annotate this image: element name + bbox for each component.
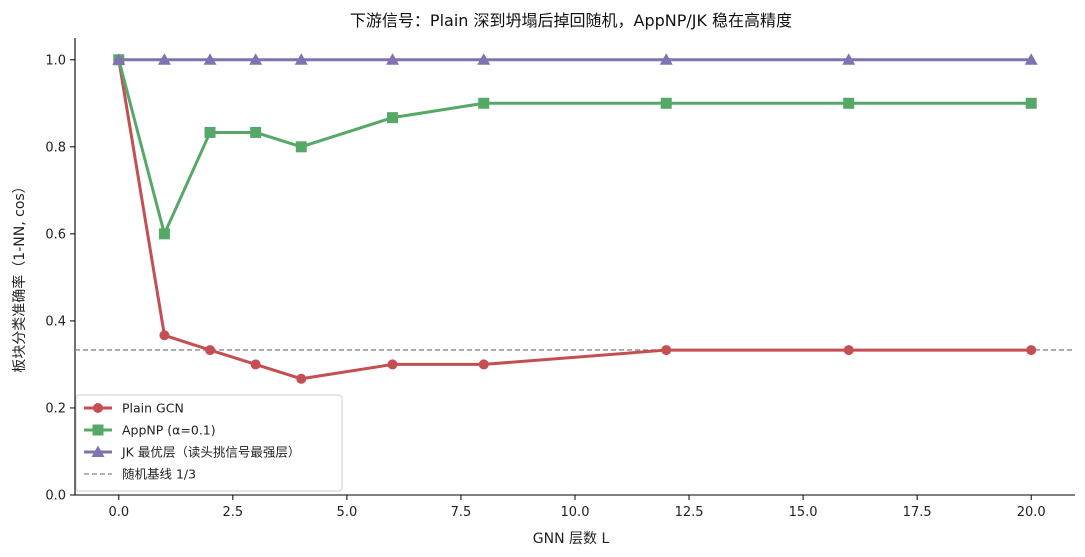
x-tick-label: 12.5 — [675, 505, 704, 520]
x-tick-label: 17.5 — [903, 505, 932, 520]
x-tick-label: 5.0 — [337, 505, 358, 520]
legend-marker-0 — [93, 403, 103, 413]
legend-marker-2 — [91, 445, 105, 457]
x-tick-label: 15.0 — [789, 505, 818, 520]
series-1-point — [843, 97, 855, 109]
series-2-point — [477, 53, 491, 65]
series-2-point — [842, 53, 856, 65]
y-tick-label: 0.2 — [45, 401, 66, 416]
series-0-point — [661, 345, 672, 356]
x-tick-label: 7.5 — [451, 505, 472, 520]
series-2-point — [659, 53, 673, 65]
series-1-point — [387, 112, 399, 124]
series-1-point — [295, 141, 307, 153]
x-tick-label: 20.0 — [1017, 505, 1046, 520]
x-tick-label: 10.0 — [561, 505, 590, 520]
series-1-point — [1025, 97, 1037, 109]
series-0-point — [1026, 345, 1037, 356]
series-1-point — [478, 97, 490, 109]
x-tick-label: 2.5 — [223, 505, 244, 520]
series-2-point — [294, 53, 308, 65]
series-2-point — [386, 53, 400, 65]
series-1-point — [158, 228, 170, 240]
series-0-point — [843, 345, 854, 356]
series-line-1 — [117, 59, 1032, 236]
y-tick-label: 0.6 — [45, 227, 66, 242]
series-2-point — [249, 53, 263, 65]
y-axis-label: 板块分类准确率（1-NN, cos） — [11, 179, 28, 372]
y-tick-label: 0.0 — [45, 489, 66, 504]
series-1-point — [660, 97, 672, 109]
series-2-point — [157, 53, 171, 65]
series-2-point — [203, 53, 217, 65]
legend-box — [75, 394, 343, 492]
series-1-point — [250, 126, 262, 138]
legend-label-0: Plain GCN — [122, 401, 184, 416]
legend-label-1: AppNP (α=0.1) — [122, 423, 216, 438]
legend: Plain GCN AppNP (α=0.1) JK 最优层（读头挑信号最强层） 随机… — [75, 394, 343, 492]
y-tick-label: 1.0 — [45, 53, 66, 68]
series-0-point — [250, 359, 261, 370]
plot-area: 0.0 2.5 5.0 7.5 10.0 12.5 15.0 17.5 20.0 0.0 0.2 0.… — [45, 38, 1075, 520]
series-0-point — [159, 330, 170, 341]
series-2-point — [1024, 53, 1038, 65]
x-tick-label: 0.0 — [108, 505, 129, 520]
chart-title: 下游信号：Plain 深到坍塌后掉回随机，AppNP/JK 稳在高精度 — [350, 11, 792, 30]
x-axis-label: GNN 层数 L — [533, 531, 610, 547]
series-0-point — [296, 373, 307, 384]
series-1-point — [204, 126, 216, 138]
series-0-point — [387, 359, 398, 370]
y-tick-label: 0.4 — [45, 314, 66, 329]
series-0-point — [205, 345, 216, 356]
y-tick-label: 0.8 — [45, 140, 66, 155]
legend-label-2: JK 最优层（读头挑信号最强层） — [121, 445, 300, 460]
series-0-point — [478, 359, 489, 370]
legend-marker-1 — [92, 424, 104, 436]
series-2-point — [112, 53, 126, 65]
series-line-0 — [117, 59, 1032, 381]
legend-label-baseline: 随机基线 1/3 — [122, 467, 196, 482]
